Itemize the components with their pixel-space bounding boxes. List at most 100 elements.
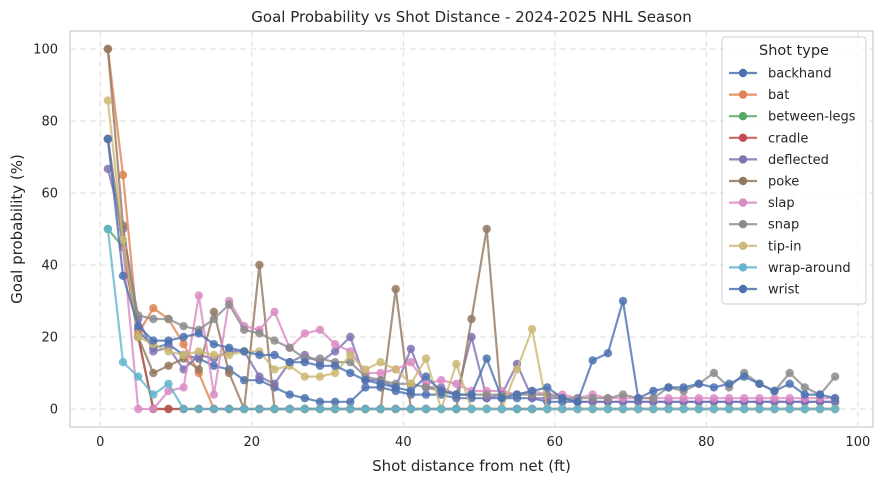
data-point: [588, 356, 597, 365]
data-point: [179, 340, 188, 349]
data-point: [391, 404, 400, 414]
data-point: [315, 404, 325, 414]
legend-item-wrist: wrist: [729, 283, 799, 298]
data-point: [694, 404, 703, 414]
data-point: [224, 350, 234, 360]
legend-marker: [738, 198, 748, 207]
data-point: [618, 390, 628, 399]
data-point: [527, 404, 537, 414]
data-point: [118, 271, 128, 280]
legend-item-tip-in: tip-in: [729, 239, 802, 254]
data-point: [512, 365, 522, 374]
legend-label: poke: [768, 175, 799, 190]
data-point: [709, 404, 719, 414]
data-point: [800, 383, 809, 392]
data-point: [573, 404, 582, 414]
legend-item-backhand: backhand: [729, 67, 832, 82]
data-point: [361, 365, 370, 374]
data-point: [618, 404, 628, 414]
data-point: [603, 394, 613, 403]
data-point: [664, 383, 673, 392]
data-point: [437, 376, 446, 385]
data-point: [497, 394, 506, 403]
data-point: [315, 361, 325, 370]
data-point: [785, 394, 794, 403]
data-point: [740, 404, 749, 414]
data-point: [437, 386, 446, 396]
data-point: [285, 358, 294, 367]
data-point: [134, 322, 143, 331]
legend-label: deflected: [768, 153, 829, 168]
x-tick-label: 100: [845, 435, 870, 450]
data-point: [149, 390, 158, 399]
data-point: [376, 358, 385, 367]
data-point: [800, 390, 809, 399]
data-point: [103, 134, 113, 144]
data-point: [118, 358, 128, 367]
data-point: [452, 404, 461, 414]
data-point: [255, 372, 264, 381]
data-point: [830, 372, 840, 381]
data-point: [618, 296, 628, 306]
data-point: [209, 340, 219, 349]
data-point: [330, 347, 340, 356]
data-point: [376, 379, 385, 388]
data-point: [588, 404, 597, 414]
data-point: [346, 358, 355, 367]
data-point: [346, 350, 355, 360]
data-point: [194, 329, 203, 338]
data-point: [694, 394, 703, 403]
data-point: [679, 404, 688, 414]
data-point: [118, 170, 128, 180]
data-point: [543, 404, 552, 414]
data-point: [785, 379, 794, 388]
data-point: [209, 404, 219, 414]
data-point: [452, 390, 461, 399]
data-point: [724, 404, 734, 414]
data-point: [755, 379, 764, 388]
data-point: [164, 361, 173, 370]
legend-label: wrap-around: [768, 261, 851, 276]
data-point: [391, 383, 400, 392]
data-point: [437, 404, 446, 414]
legend-marker: [738, 68, 748, 78]
legend-item-bat: bat: [729, 88, 789, 103]
data-point: [270, 404, 279, 414]
data-point: [209, 390, 219, 399]
data-point: [815, 390, 825, 399]
data-point: [164, 379, 173, 388]
legend-item-poke: poke: [729, 175, 799, 190]
data-point: [209, 350, 219, 360]
data-point: [709, 383, 719, 392]
data-point: [800, 404, 809, 414]
x-tick-label: 60: [547, 435, 564, 450]
data-point: [664, 394, 673, 403]
y-tick-label: 80: [41, 115, 58, 130]
data-point: [346, 404, 355, 414]
data-point: [103, 44, 113, 54]
data-point: [452, 379, 461, 388]
data-point: [179, 350, 188, 360]
data-point: [770, 394, 779, 403]
data-point: [224, 404, 234, 414]
data-point: [482, 354, 491, 363]
legend-marker: [738, 112, 748, 121]
data-point: [179, 322, 188, 331]
data-point: [634, 404, 643, 414]
data-point: [194, 291, 203, 300]
data-point: [649, 386, 658, 396]
x-tick-label: 80: [698, 435, 715, 450]
data-point: [315, 354, 325, 363]
data-point: [194, 404, 203, 414]
data-point: [240, 325, 249, 334]
data-point: [482, 390, 491, 399]
data-point: [285, 390, 294, 399]
data-point: [179, 404, 188, 414]
data-point: [361, 404, 370, 414]
data-point: [830, 404, 840, 414]
legend-label: slap: [768, 196, 795, 211]
data-point: [785, 404, 794, 414]
data-point: [346, 332, 355, 342]
legend-title: Shot type: [759, 43, 829, 59]
